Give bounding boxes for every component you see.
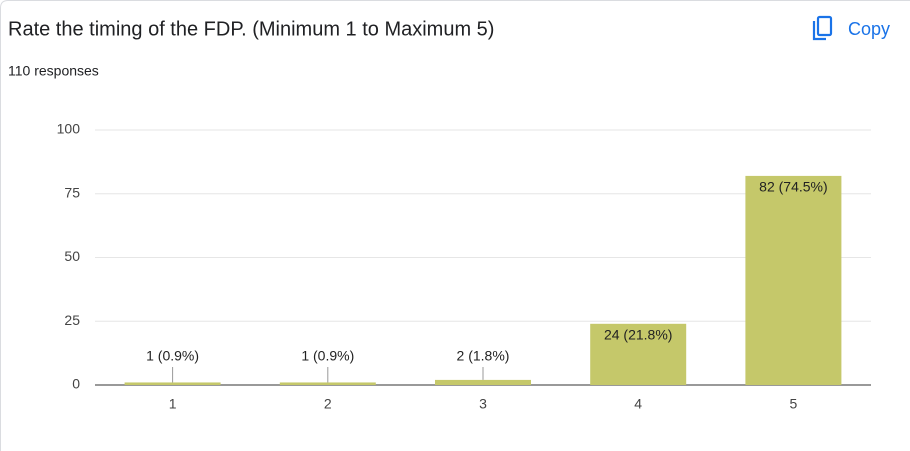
x-tick-label: 4	[634, 396, 642, 412]
value-label: 1 (0.9%)	[146, 348, 199, 364]
value-label: 82 (74.5%)	[759, 179, 827, 195]
bar	[279, 382, 376, 385]
chart-title: Rate the timing of the FDP. (Minimum 1 t…	[8, 18, 494, 40]
chart-subtitle: 110 responses	[8, 63, 99, 79]
value-label: 1 (0.9%)	[301, 348, 354, 364]
value-label: 24 (21.8%)	[604, 327, 672, 343]
y-tick-label: 100	[57, 121, 81, 137]
copy-button[interactable]: Copy	[808, 14, 904, 48]
x-tick-label: 5	[790, 396, 798, 412]
bar	[435, 379, 531, 385]
y-tick-label: 75	[64, 184, 80, 200]
bar	[590, 323, 687, 385]
x-tick-label: 1	[169, 396, 177, 412]
y-tick-label: 50	[64, 248, 80, 264]
x-tick-label: 2	[324, 396, 332, 412]
bar	[745, 175, 842, 385]
value-label: 2 (1.8%)	[457, 348, 510, 364]
bar	[124, 382, 221, 385]
y-tick-label: 0	[72, 376, 80, 392]
copy-icon-front	[816, 15, 833, 37]
copy-icon-back	[812, 21, 826, 41]
copy-label[interactable]: Copy	[848, 19, 890, 39]
y-tick-label: 25	[64, 312, 80, 328]
x-tick-label: 3	[479, 396, 487, 412]
